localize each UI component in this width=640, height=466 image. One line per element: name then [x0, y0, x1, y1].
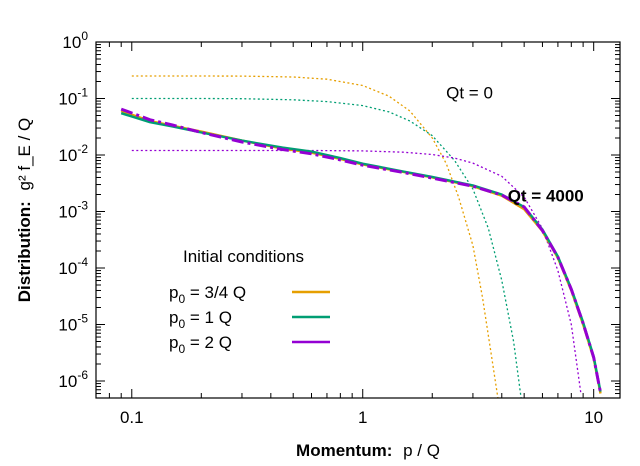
series-line: [131, 75, 499, 398]
y-tick-base: 10: [58, 146, 77, 165]
y-tick-base: 10: [58, 259, 77, 278]
series-line: [131, 97, 522, 398]
legend-label-rest: = 2 Q: [185, 333, 232, 352]
legend-label-rest: = 3/4 Q: [185, 283, 246, 302]
y-tick-exp: -1: [77, 85, 88, 99]
ticks-layer: [95, 41, 620, 399]
annotation-label: Qt = 0: [446, 83, 493, 102]
y-tick-exp: 0: [81, 29, 88, 43]
y-tick-base: 10: [62, 33, 81, 52]
y-tick-base: 10: [58, 89, 77, 108]
y-tick-exp: -2: [77, 142, 88, 156]
x-tick-label: 10: [584, 408, 603, 427]
series-line: [131, 149, 582, 394]
legend-label-p: p: [169, 333, 178, 352]
legend-title: Initial conditions: [183, 247, 304, 266]
y-tick-exp: -3: [77, 198, 88, 212]
series-line: [120, 107, 602, 393]
y-tick-exp: -4: [77, 255, 88, 269]
y-tick-exp: -5: [77, 311, 88, 325]
legend-label-rest: = 1 Q: [185, 308, 232, 327]
y-axis-title-rest: g² f_E / Q: [15, 118, 34, 191]
y-tick-base: 10: [58, 315, 77, 334]
y-tick-base: 10: [58, 372, 77, 391]
y-tick-exp: -6: [77, 368, 88, 382]
annotation-label: Qt = 4000: [508, 187, 584, 206]
y-tick-label: 10-3: [58, 198, 88, 221]
y-tick-base: 10: [58, 202, 77, 221]
legend-label: p0 = 1 Q: [169, 308, 232, 331]
x-axis-title: Momentum: p / Q: [296, 441, 440, 460]
legend-label: p0 = 3/4 Q: [169, 283, 246, 306]
y-axis-title: Distribution: g² f_E / Q: [15, 118, 34, 303]
legend-label-sub: 0: [178, 317, 185, 331]
x-tick-label: 1: [358, 408, 367, 427]
y-tick-label: 10-2: [58, 142, 88, 165]
y-tick-label: 10-4: [58, 255, 88, 278]
legend-label-sub: 0: [178, 342, 185, 356]
legend-label-p: p: [169, 308, 178, 327]
legend-label: p0 = 2 Q: [169, 333, 232, 356]
x-tick-label: 0.1: [120, 408, 144, 427]
y-axis-title-bold: Distribution:: [15, 201, 34, 302]
legend-label-sub: 0: [178, 292, 185, 306]
legend-label-p: p: [169, 283, 178, 302]
series-layer: [120, 75, 602, 398]
x-axis-title-rest: p / Q: [403, 441, 440, 460]
y-tick-label: 100: [62, 29, 88, 52]
annotations-layer: Qt = 0 Qt = 4000: [446, 83, 584, 205]
x-axis-title-bold: Momentum:: [296, 441, 392, 460]
y-tick-label: 10-1: [58, 85, 88, 108]
y-tick-label: 10-6: [58, 368, 88, 391]
y-tick-label: 10-5: [58, 311, 88, 334]
